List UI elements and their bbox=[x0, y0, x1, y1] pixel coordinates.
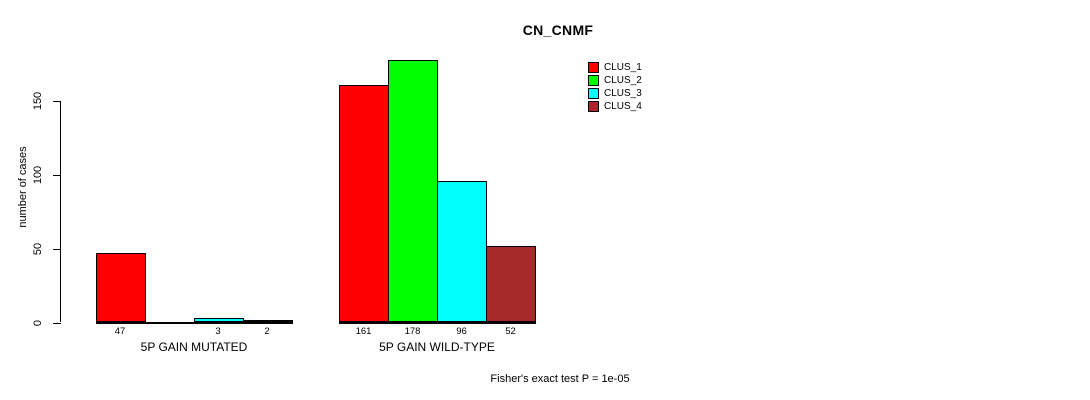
y-tick-label: 0 bbox=[32, 319, 44, 326]
bar-clus_1-group2 bbox=[339, 84, 389, 323]
bar-clus_4-group2 bbox=[486, 245, 536, 323]
y-tick-mark bbox=[53, 322, 61, 324]
legend-label: CLUS_4 bbox=[604, 101, 642, 112]
chart-title: CN_CNMF bbox=[522, 22, 594, 38]
bar-clus_1-group1 bbox=[95, 253, 146, 323]
y-tick-mark bbox=[53, 100, 61, 102]
legend-swatch-icon bbox=[588, 62, 599, 73]
bar-value-label: 178 bbox=[404, 326, 421, 337]
bar-value-label: 52 bbox=[505, 326, 516, 337]
bar-clus_3-group2 bbox=[437, 180, 487, 323]
legend: CLUS_1 CLUS_2 CLUS_3 CLUS_4 bbox=[588, 61, 642, 113]
legend-label: CLUS_2 bbox=[604, 75, 642, 86]
x-axis-baseline-group1 bbox=[95, 321, 293, 324]
y-tick-label: 50 bbox=[32, 242, 44, 255]
legend-row-clus_3: CLUS_3 bbox=[588, 87, 642, 100]
legend-swatch-icon bbox=[588, 88, 599, 99]
bar-value-label: 161 bbox=[355, 326, 372, 337]
x-axis-baseline-group2 bbox=[339, 321, 536, 324]
legend-row-clus_2: CLUS_2 bbox=[588, 74, 642, 87]
bar-value-label: 47 bbox=[114, 326, 126, 337]
bar-clus_2-group2 bbox=[388, 59, 438, 323]
x-category-label-mutated: 5P GAIN MUTATED bbox=[140, 340, 248, 354]
bar-value-label: 96 bbox=[456, 326, 467, 337]
y-tick-mark bbox=[53, 248, 61, 250]
legend-row-clus_4: CLUS_4 bbox=[588, 100, 642, 113]
x-category-label-wild-type: 5P GAIN WILD-TYPE bbox=[379, 340, 495, 354]
legend-row-clus_1: CLUS_1 bbox=[588, 61, 642, 74]
fisher-test-footnote: Fisher's exact test P = 1e-05 bbox=[490, 373, 630, 385]
legend-swatch-icon bbox=[588, 75, 599, 86]
y-axis-label: number of cases bbox=[17, 146, 29, 228]
y-tick-mark bbox=[53, 174, 61, 176]
y-tick-label: 100 bbox=[32, 165, 44, 184]
y-axis-line bbox=[60, 100, 61, 323]
legend-label: CLUS_1 bbox=[604, 62, 642, 73]
y-tick-label: 150 bbox=[32, 91, 44, 111]
bar-value-label: 3 bbox=[215, 326, 221, 337]
bar-value-label: 2 bbox=[264, 326, 270, 337]
legend-label: CLUS_3 bbox=[604, 88, 642, 99]
legend-swatch-icon bbox=[588, 101, 599, 112]
